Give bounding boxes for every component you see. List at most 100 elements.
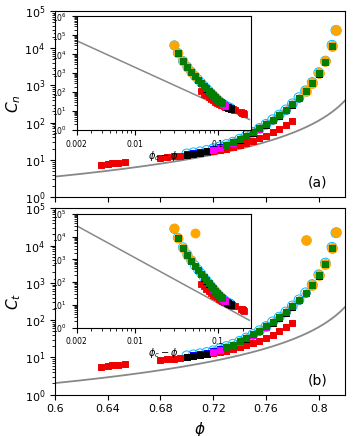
Point: [309, 281, 315, 288]
Point: [204, 349, 210, 356]
Point: [224, 344, 229, 351]
Point: [243, 334, 249, 341]
Point: [224, 141, 229, 148]
Point: [296, 95, 302, 102]
Point: [322, 58, 328, 65]
Point: [197, 148, 203, 155]
Point: [290, 303, 295, 310]
Point: [204, 350, 210, 357]
Point: [257, 125, 262, 132]
Point: [322, 260, 328, 267]
Point: [217, 346, 223, 353]
Point: [250, 129, 256, 136]
Point: [322, 259, 328, 266]
Point: [276, 313, 282, 320]
Point: [329, 245, 335, 252]
Point: [316, 70, 321, 77]
Point: [190, 149, 196, 156]
Point: [217, 144, 223, 151]
Point: [243, 133, 249, 140]
X-axis label: $\phi$: $\phi$: [194, 420, 206, 436]
Point: [158, 154, 163, 161]
Point: [250, 129, 256, 136]
Point: [290, 303, 295, 310]
Point: [184, 353, 190, 360]
Point: [250, 129, 256, 136]
Point: [263, 323, 269, 330]
Point: [105, 362, 110, 369]
Point: [290, 303, 295, 310]
Point: [329, 42, 335, 49]
Point: [290, 118, 295, 125]
Point: [303, 290, 308, 296]
Point: [237, 344, 242, 351]
Point: [243, 335, 249, 342]
Point: [303, 290, 308, 296]
Point: [257, 135, 262, 142]
Point: [230, 139, 236, 146]
Point: [243, 133, 249, 140]
Point: [296, 95, 302, 102]
Point: [237, 142, 242, 149]
Point: [290, 101, 295, 108]
Point: [290, 303, 295, 310]
Text: (a): (a): [308, 176, 328, 190]
Point: [309, 79, 315, 86]
Point: [303, 88, 308, 95]
Point: [243, 133, 249, 140]
Point: [243, 133, 249, 140]
Point: [316, 271, 321, 278]
Point: [230, 341, 236, 348]
Point: [290, 320, 295, 327]
Point: [257, 125, 262, 132]
Point: [276, 112, 282, 119]
Point: [263, 334, 269, 341]
Point: [309, 282, 315, 289]
Point: [109, 361, 114, 368]
Point: [190, 150, 196, 157]
Point: [210, 146, 216, 153]
Point: [224, 347, 229, 354]
Point: [204, 147, 210, 154]
Point: [109, 160, 114, 167]
Point: [270, 318, 275, 325]
Point: [243, 133, 249, 140]
Point: [333, 26, 339, 33]
Point: [309, 79, 315, 86]
Point: [303, 88, 308, 95]
Point: [296, 297, 302, 304]
Point: [257, 327, 262, 334]
Point: [276, 112, 282, 119]
Point: [184, 354, 190, 361]
Point: [263, 132, 269, 139]
Point: [322, 58, 328, 65]
Point: [263, 121, 269, 128]
Point: [237, 338, 242, 345]
Point: [309, 282, 315, 289]
Point: [217, 349, 223, 356]
Point: [290, 101, 295, 108]
Point: [250, 331, 256, 338]
Point: [115, 361, 121, 368]
Point: [250, 331, 256, 338]
Point: [224, 142, 229, 149]
Point: [263, 121, 269, 128]
Point: [184, 152, 190, 159]
Point: [224, 344, 229, 351]
Point: [204, 351, 210, 358]
Point: [204, 350, 210, 357]
Point: [309, 282, 315, 289]
Point: [283, 309, 289, 316]
Point: [270, 116, 275, 123]
Point: [276, 314, 282, 321]
Point: [270, 116, 275, 123]
Point: [217, 346, 223, 353]
Point: [204, 149, 210, 156]
Point: [184, 152, 190, 159]
Point: [250, 331, 256, 338]
Point: [276, 112, 282, 119]
Point: [210, 145, 216, 152]
Point: [303, 88, 308, 95]
Point: [276, 327, 282, 334]
Point: [210, 148, 216, 155]
